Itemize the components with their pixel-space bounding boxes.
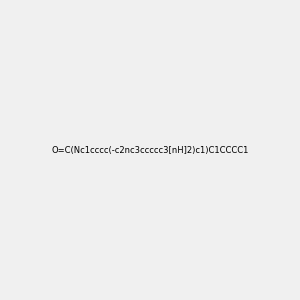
- Text: O=C(Nc1cccc(-c2nc3ccccc3[nH]2)c1)C1CCCC1: O=C(Nc1cccc(-c2nc3ccccc3[nH]2)c1)C1CCCC1: [51, 146, 249, 154]
